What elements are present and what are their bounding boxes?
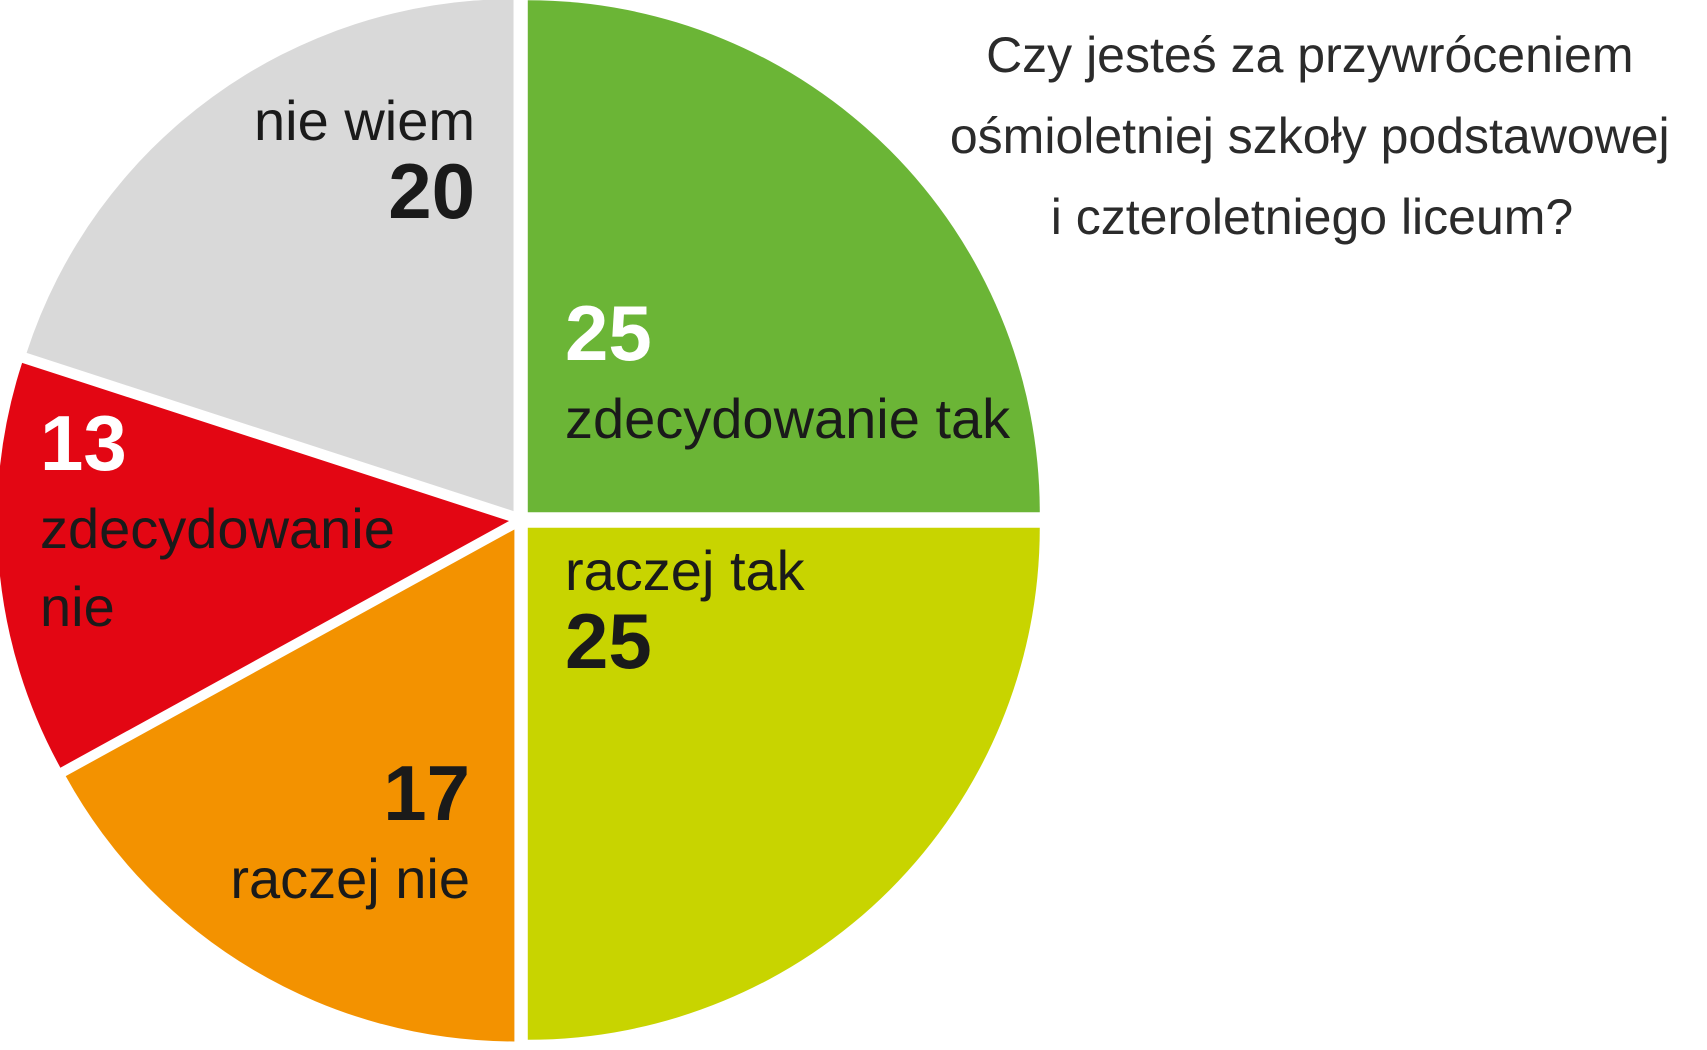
slice-category-5-line-1: nie wiem [254,89,475,152]
slice-category-4-line-1: zdecydowanie [40,497,395,560]
pie-slice-1 [527,0,1040,513]
slice-value-1: 25 [565,289,652,377]
slice-category-4-line-2: nie [40,575,115,638]
slice-label-5: nie wiem 20 [254,89,475,235]
slice-value-5: 20 [388,147,475,235]
slice-value-4: 13 [40,399,127,487]
pie-slice-3 [65,529,515,1042]
slice-value-2: 25 [565,597,652,685]
slice-label-1: 25 zdecydowanie tak [565,289,1011,450]
chart-title-line-3: i czteroletniego liceum? [1051,189,1574,245]
pie-slice-2 [527,527,1040,1040]
slice-category-1-line-1: zdecydowanie tak [565,387,1011,450]
slice-category-3-line-1: raczej nie [230,847,470,910]
slice-label-4: 13 zdecydowanie nie [40,399,395,638]
pie-slice-5 [26,0,514,512]
pie-slices [0,0,1040,1042]
slice-category-2-line-1: raczej tak [565,539,806,602]
slice-label-2: raczej tak 25 [565,539,806,685]
chart-title-line-2: ośmioletniej szkoły podstawowej [950,108,1670,164]
chart-title-line-1: Czy jesteś za przywróceniem [986,27,1633,83]
chart-title: Czy jesteś za przywróceniem ośmioletniej… [950,27,1674,245]
slice-value-3: 17 [383,749,470,837]
slice-label-3: 17 raczej nie [230,749,470,910]
pie-slice-4 [0,362,510,768]
